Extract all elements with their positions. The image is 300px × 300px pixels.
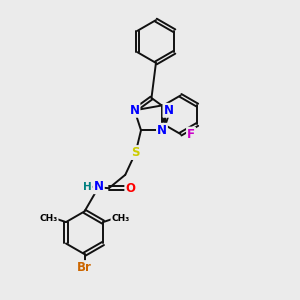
Text: S: S [131, 146, 140, 159]
Text: F: F [187, 128, 195, 141]
Text: N: N [157, 124, 167, 137]
Text: N: N [94, 180, 104, 193]
Text: O: O [125, 182, 135, 195]
Text: CH₃: CH₃ [40, 214, 58, 223]
Text: H: H [83, 182, 92, 192]
Text: Br: Br [77, 261, 92, 274]
Text: N: N [164, 104, 173, 117]
Text: CH₃: CH₃ [111, 214, 130, 223]
Text: N: N [130, 104, 140, 117]
